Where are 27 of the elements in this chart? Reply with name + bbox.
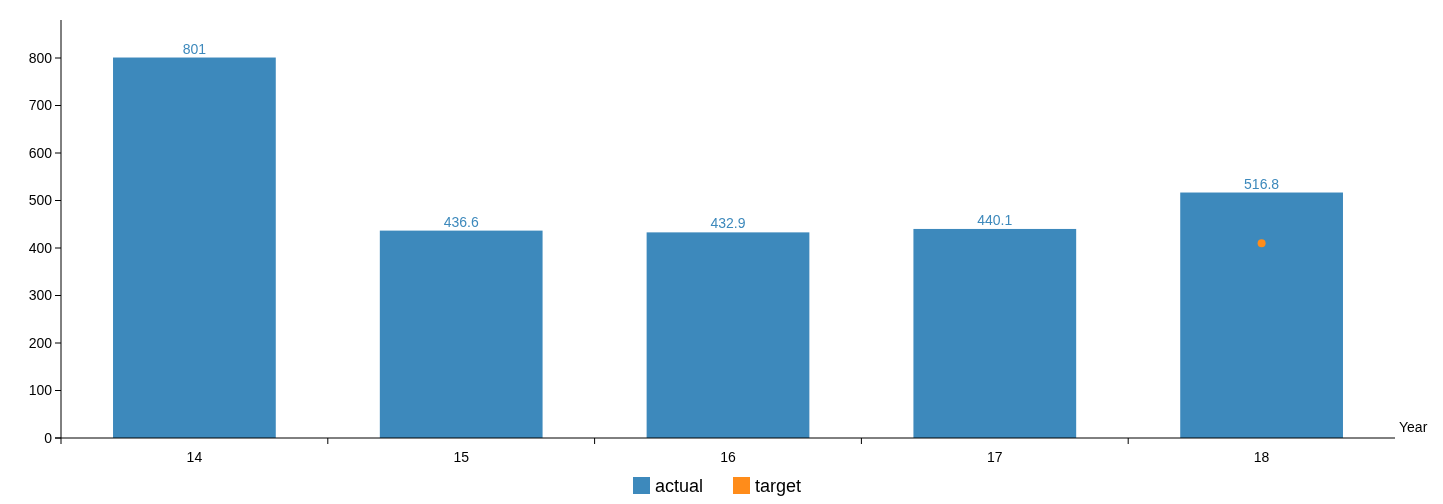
x-tick-label: 15	[453, 449, 470, 465]
y-tick-label: 700	[28, 97, 53, 114]
data-label: 432.9	[710, 215, 746, 232]
y-tick-label: 800	[28, 49, 53, 66]
legend-label: actual	[655, 476, 704, 497]
bar	[113, 57, 276, 438]
x-tick-label: 17	[987, 449, 1003, 465]
bar	[1180, 192, 1343, 438]
y-tick-label: 500	[28, 192, 53, 209]
legend-label: target	[755, 476, 802, 497]
data-label: 436.6	[443, 213, 479, 230]
x-tick-label: 16	[720, 449, 736, 465]
y-tick-label: 600	[28, 144, 53, 161]
y-tick-label: 300	[28, 287, 53, 304]
data-label: 801	[182, 40, 207, 57]
data-label: 440.1	[977, 211, 1013, 228]
y-tick-label: 100	[28, 382, 53, 399]
y-tick-label: 0	[44, 429, 53, 446]
y-tick-label: 400	[28, 239, 53, 256]
x-tick-label: 14	[186, 449, 203, 465]
data-label: 516.8	[1244, 175, 1280, 192]
bar	[646, 232, 810, 438]
x-axis-title: Year	[1399, 419, 1428, 435]
bar	[379, 230, 543, 438]
y-tick-label: 200	[28, 334, 53, 351]
x-tick-label: 18	[1253, 449, 1270, 465]
bar	[913, 228, 1077, 438]
